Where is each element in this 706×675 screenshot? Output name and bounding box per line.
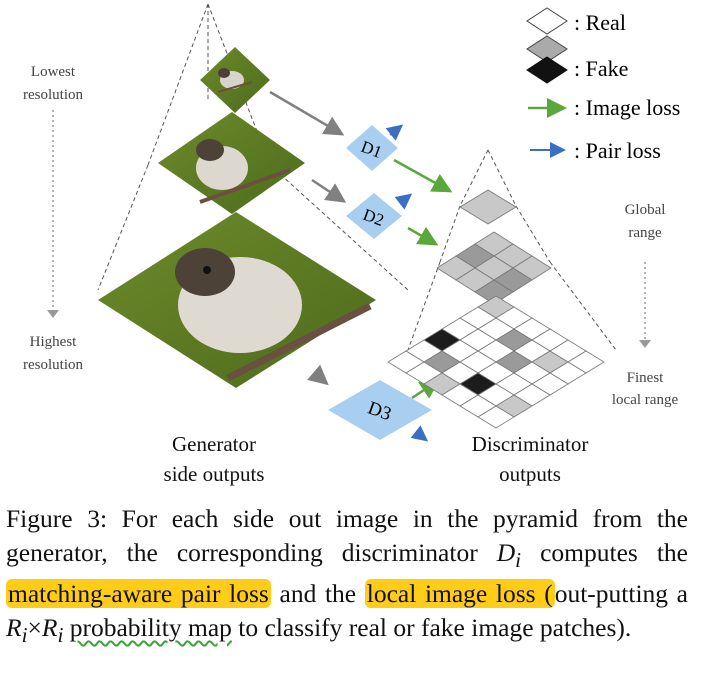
legend: : Real : Fake : Image loss : Pair loss — [526, 7, 680, 163]
svg-text:Global: Global — [625, 202, 666, 218]
legend-real-label: : Real — [574, 10, 626, 35]
caption-figure-label: Figure 3: — [6, 504, 108, 533]
svg-text:resolution: resolution — [23, 87, 83, 103]
discriminator-outputs-label: Discriminator outputs — [472, 432, 589, 486]
caption-di: Di — [496, 538, 522, 573]
svg-text:Finest: Finest — [627, 370, 665, 386]
range-arrowhead — [639, 340, 651, 348]
probability-map-underlined: probability map — [69, 613, 232, 643]
svg-text:range: range — [628, 225, 662, 241]
highlight-image-loss: local image loss ( — [364, 579, 555, 609]
real-patch-icon — [526, 7, 568, 35]
discriminator-d1: D1 — [346, 125, 398, 171]
bird-image-small — [200, 47, 270, 113]
output-grid-3x3 — [436, 231, 552, 305]
finest-range-label: Finest local range — [612, 370, 679, 408]
generator-label: Generator side outputs — [164, 432, 265, 486]
patch-cell — [477, 405, 515, 429]
figure-caption: Figure 3: For each side out image in the… — [6, 502, 688, 652]
caption-text-4: out-putting a — [554, 579, 688, 609]
output-grid-1x1 — [459, 189, 517, 225]
discriminator-d2: D2 — [346, 193, 402, 239]
image-loss-arrow-2 — [407, 226, 439, 246]
caption-ri-2: Ri — [41, 613, 64, 648]
arrow-to-d3 — [307, 364, 329, 386]
arrow-to-d2 — [311, 178, 347, 203]
legend-pair-loss-label: : Pair loss — [574, 138, 661, 163]
legend-image-loss-label: : Image loss — [574, 95, 680, 120]
svg-text:Discriminator: Discriminator — [472, 432, 589, 456]
svg-text:Lowest: Lowest — [31, 64, 76, 80]
svg-text:Highest: Highest — [30, 334, 77, 350]
caption-text-2: computes the — [521, 538, 688, 567]
resolution-arrowhead — [47, 310, 59, 318]
highlight-pair-loss: matching-aware pair loss — [6, 579, 271, 609]
output-grid-6x6 — [387, 295, 605, 429]
highest-resolution-label: Highest resolution — [23, 334, 83, 373]
image-loss-arrow-1 — [393, 158, 453, 193]
pair-loss-arrow-1 — [385, 124, 404, 141]
caption-text-1: For each side out image in the pyramid f… — [6, 504, 688, 567]
caption-times: × — [27, 613, 42, 643]
svg-text:Generator: Generator — [172, 432, 256, 456]
svg-text:resolution: resolution — [23, 357, 83, 373]
figure-diagram: D1 D2 D3 Lowest resolution Highest resol… — [23, 3, 680, 486]
patch-cell — [459, 189, 517, 225]
global-range-label: Global range — [625, 202, 666, 241]
bird-image-medium — [158, 112, 305, 214]
bird-image-large — [98, 212, 376, 388]
discriminator-pyramid-edges — [407, 149, 617, 351]
lowest-resolution-label: Lowest resolution — [23, 64, 83, 103]
legend-fake-label: : Fake — [574, 56, 628, 81]
pair-loss-arrow-2 — [394, 193, 413, 210]
svg-text:local range: local range — [612, 392, 679, 408]
arrow-to-d1 — [269, 90, 345, 136]
fake-patch-icon — [526, 56, 568, 84]
caption-text-3: and the — [270, 579, 365, 609]
pair-loss-arrow-3 — [410, 425, 429, 442]
svg-text:outputs: outputs — [499, 462, 561, 486]
caption-ri: Ri — [6, 613, 28, 648]
discriminator-d3: D3 — [328, 380, 432, 440]
caption-text-5: to classify real or fake image patches). — [231, 613, 632, 643]
svg-text:side outputs: side outputs — [164, 462, 265, 486]
